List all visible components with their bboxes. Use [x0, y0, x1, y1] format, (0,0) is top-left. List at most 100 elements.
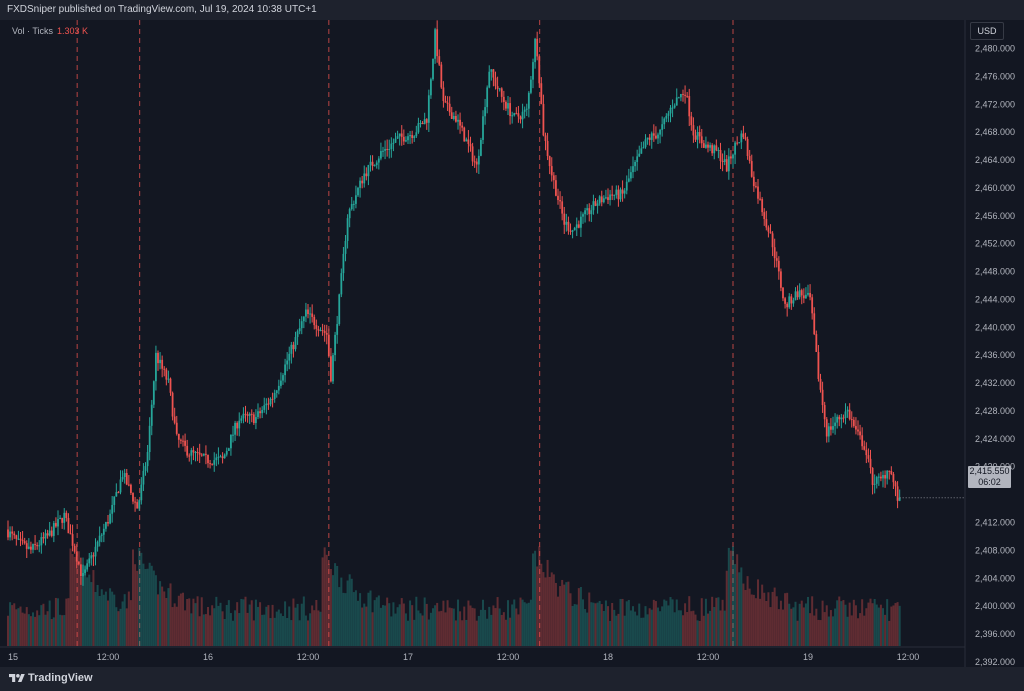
candle-body	[838, 416, 841, 420]
volume-bar	[640, 617, 643, 646]
candle-body	[800, 290, 803, 296]
volume-bar	[46, 611, 49, 646]
candle-body	[375, 162, 378, 166]
candle-body	[36, 545, 39, 547]
candle-body	[55, 523, 57, 527]
volume-bar	[109, 588, 112, 646]
volume-bar	[567, 581, 570, 646]
candle-body	[519, 116, 522, 120]
volume-bar	[494, 608, 497, 646]
volume-bar	[315, 599, 318, 646]
candle-body	[257, 411, 259, 418]
candle-body	[207, 454, 209, 464]
volume-bar	[265, 606, 268, 646]
candle-body	[844, 411, 847, 419]
volume-bar	[346, 580, 349, 646]
candle-body	[552, 175, 555, 181]
candle-body	[386, 149, 389, 151]
candle-body	[884, 475, 886, 479]
candle-body	[292, 344, 295, 350]
y-tick-label: 2,432.000	[975, 378, 1015, 388]
candle-body	[521, 111, 524, 120]
candle-body	[463, 127, 466, 142]
candle-body	[96, 541, 99, 547]
candle-body	[217, 456, 220, 458]
volume-bar	[377, 595, 380, 646]
volume-bar	[379, 607, 382, 646]
candle-body	[230, 434, 232, 449]
candle-body	[132, 492, 134, 502]
candle-body	[65, 512, 68, 518]
volume-bar	[846, 616, 849, 646]
candle-body	[848, 409, 851, 420]
x-tick-label: 16	[203, 652, 213, 662]
candle-body	[430, 79, 432, 96]
candle-body	[161, 359, 164, 369]
candle-body	[248, 413, 251, 416]
candle-body	[842, 417, 845, 419]
candle-body	[500, 88, 503, 97]
volume-bar	[479, 609, 482, 646]
candle-body	[471, 146, 474, 162]
volume-bar	[675, 599, 678, 646]
volume-bar	[29, 616, 32, 646]
candle-body	[763, 212, 766, 220]
candle-body	[852, 419, 855, 427]
volume-bar	[311, 605, 314, 646]
candle-body	[642, 147, 645, 149]
volume-bar	[409, 600, 412, 646]
candle-body	[630, 172, 632, 179]
candle-body	[613, 194, 616, 196]
volume-bar	[817, 619, 820, 646]
volume-bar	[279, 613, 282, 646]
volume-bar	[769, 607, 772, 646]
volume-bar	[671, 599, 674, 646]
candle-body	[632, 166, 634, 173]
candle-body	[723, 159, 726, 162]
volume-bar	[784, 593, 787, 646]
volume-bar	[177, 595, 180, 646]
candle-body	[444, 101, 447, 103]
volume-bar	[188, 598, 191, 646]
volume-bar	[611, 602, 614, 646]
volume-bar	[542, 572, 545, 646]
candle-body	[405, 140, 407, 142]
volume-bar	[115, 607, 118, 646]
chart-area[interactable]: 2,392.000 2,396.000 2,400.000 2,404.000 2,40…	[0, 20, 1024, 667]
volume-bar	[842, 600, 845, 646]
volume-bar	[332, 575, 334, 646]
volume-bar	[238, 613, 241, 646]
volume-bar	[723, 610, 726, 646]
volume-bar	[411, 605, 414, 646]
price-chart[interactable]: 2,392.000 2,396.000 2,400.000 2,404.000 2,40…	[0, 20, 1024, 667]
volume-bar	[300, 603, 303, 646]
footer-brand[interactable]: TradingView	[28, 672, 93, 684]
volume-bar	[123, 594, 126, 646]
candle-body	[373, 165, 376, 167]
volume-bar	[288, 606, 291, 646]
volume-bar	[111, 591, 114, 646]
candle-body	[119, 479, 122, 493]
volume-bar	[500, 614, 503, 646]
volume-bar	[615, 615, 618, 646]
candle-body	[307, 309, 309, 315]
candle-body	[880, 476, 882, 479]
volume-bar	[394, 613, 397, 646]
tradingview-logo-icon[interactable]	[9, 672, 25, 685]
candle-body	[888, 470, 891, 472]
volume-bar	[357, 600, 359, 646]
volume-bar	[859, 613, 862, 646]
candle-body	[565, 221, 568, 225]
candle-body	[746, 139, 749, 157]
volume-bar	[825, 605, 828, 646]
volume-bar	[465, 619, 468, 646]
currency-button[interactable]: USD	[970, 22, 1004, 40]
volume-bar	[532, 553, 534, 646]
candle-body	[469, 143, 472, 147]
candle-body	[363, 173, 366, 184]
volume-bar	[569, 593, 572, 646]
candle-body	[265, 403, 268, 406]
candle-body	[480, 139, 482, 156]
volume-bar	[413, 619, 416, 646]
candle-body	[590, 210, 593, 215]
